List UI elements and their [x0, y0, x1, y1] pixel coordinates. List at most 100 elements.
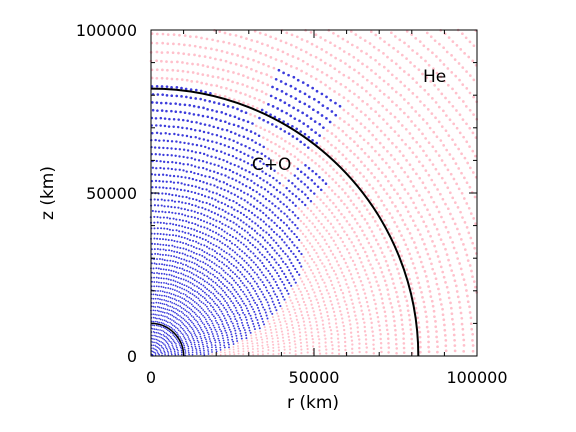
co-particle-point: [235, 309, 238, 312]
co-particle-point: [174, 147, 177, 151]
he-particle-point: [394, 90, 398, 94]
he-particle-point: [318, 342, 321, 345]
he-particle-point: [406, 309, 410, 312]
co-particle-point: [222, 339, 225, 342]
he-particle-point: [329, 249, 333, 253]
he-particle-point: [335, 260, 339, 263]
co-particle-point: [229, 317, 232, 320]
co-particle-point: [309, 200, 313, 203]
co-particle-point: [183, 288, 186, 291]
he-particle-point: [407, 45, 411, 48]
he-particle-point: [335, 326, 338, 329]
co-particle-point: [173, 307, 175, 310]
he-particle-point: [316, 267, 319, 271]
he-particle-point: [323, 38, 327, 42]
co-particle-point: [174, 260, 177, 263]
y-tick-label: 50000: [86, 184, 137, 203]
co-particle-point: [218, 180, 221, 183]
he-particle-point: [309, 324, 312, 327]
he-particle-point: [373, 97, 376, 100]
co-particle-point: [192, 337, 195, 340]
he-particle-point: [438, 298, 442, 301]
co-particle-point: [275, 261, 278, 264]
co-particle-point: [183, 337, 186, 339]
he-particle-point: [387, 43, 391, 47]
he-particle-point: [368, 313, 372, 316]
he-particle-point: [399, 313, 403, 317]
co-particle-point: [217, 335, 219, 338]
co-particle-point: [170, 341, 172, 343]
co-particle-point: [279, 98, 282, 102]
he-particle-point: [203, 55, 207, 58]
co-particle-point: [161, 352, 163, 355]
co-particle-point: [239, 271, 242, 274]
co-particle-point: [276, 107, 280, 110]
co-particle-point: [286, 215, 289, 218]
he-particle-point: [330, 266, 334, 269]
co-particle-point: [176, 348, 179, 351]
co-particle-point: [227, 212, 230, 215]
co-particle-point: [218, 220, 221, 223]
co-particle-point: [189, 170, 193, 174]
he-particle-point: [456, 257, 459, 260]
co-particle-point: [241, 321, 243, 324]
co-particle-point: [237, 124, 240, 128]
co-particle-point: [211, 248, 214, 251]
co-particle-point: [185, 340, 187, 343]
he-particle-point: [394, 241, 397, 244]
co-particle-point: [226, 310, 229, 313]
co-particle-point: [181, 287, 183, 290]
co-particle-point: [173, 245, 176, 248]
co-particle-point: [202, 181, 205, 184]
he-particle-point: [328, 198, 332, 202]
co-particle-point: [272, 266, 275, 269]
he-particle-point: [300, 69, 303, 73]
co-particle-point: [293, 117, 297, 121]
co-particle-point: [167, 283, 170, 286]
he-particle-point: [219, 351, 222, 354]
he-particle-point: [469, 236, 473, 240]
co-particle-point: [226, 258, 229, 261]
he-particle-point: [321, 278, 324, 281]
co-particle-point: [155, 328, 158, 331]
he-particle-point: [419, 56, 423, 59]
co-particle-point: [291, 210, 295, 214]
co-particle-point: [242, 290, 245, 293]
co-particle-point: [153, 328, 156, 330]
he-particle-point: [337, 352, 341, 356]
he-particle-point: [348, 319, 351, 322]
he-particle-point: [299, 48, 303, 52]
co-particle-point: [268, 174, 271, 178]
he-particle-point: [314, 317, 317, 320]
he-particle-point: [305, 341, 308, 344]
he-particle-point: [359, 122, 363, 126]
co-particle-point: [215, 133, 219, 137]
he-particle-point: [449, 301, 452, 305]
he-particle-point: [412, 184, 415, 188]
he-particle-point: [390, 201, 394, 204]
he-particle-point: [300, 348, 303, 351]
co-particle-point: [301, 200, 304, 204]
co-particle-point: [235, 299, 238, 302]
co-particle-point: [224, 120, 227, 124]
co-particle-point: [206, 342, 208, 345]
co-particle-point: [197, 166, 201, 169]
he-particle-point: [292, 305, 295, 308]
co-particle-point: [285, 205, 289, 208]
co-particle-point: [258, 167, 261, 171]
he-particle-point: [350, 339, 354, 342]
co-particle-point: [279, 127, 283, 131]
co-particle-point: [167, 344, 170, 346]
he-particle-point: [464, 283, 467, 287]
co-particle-point: [166, 321, 169, 324]
co-particle-point: [159, 237, 162, 240]
co-particle-point: [170, 269, 173, 272]
co-particle-point: [259, 160, 262, 163]
he-particle-point: [321, 262, 324, 265]
co-particle-point: [228, 346, 230, 349]
co-particle-point: [220, 187, 223, 190]
he-particle-point: [337, 70, 341, 74]
co-particle-point: [202, 106, 205, 110]
he-particle-point: [392, 315, 395, 318]
co-particle-point: [196, 291, 199, 293]
